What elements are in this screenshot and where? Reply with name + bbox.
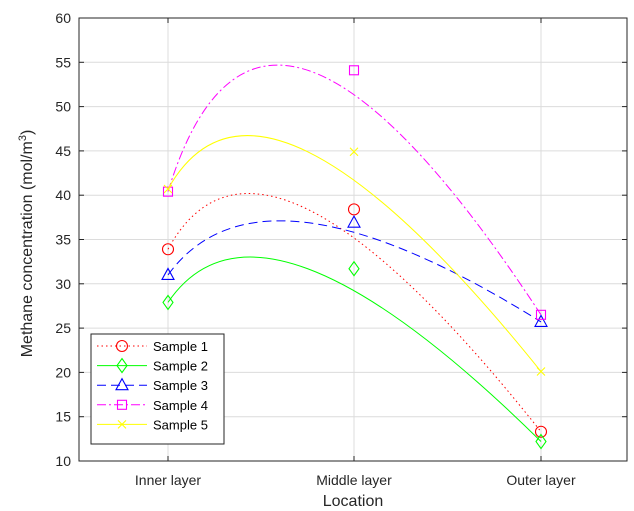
series-line [167, 220, 542, 323]
series-4 [162, 64, 547, 320]
series-layer [161, 64, 548, 450]
x-tick-label: Outer layer [506, 472, 576, 488]
axis-ticks: 10 15 20 25 30 35 40 45 50 55 60 Inner layer Middle … [55, 10, 627, 488]
marker-diamond [348, 260, 360, 277]
legend-item: Sample 2 [97, 357, 208, 374]
series-5 [163, 135, 546, 376]
series-2 [162, 256, 547, 450]
legend-item: Sample 5 [97, 417, 208, 432]
marker-square [348, 65, 360, 76]
marker-circle [161, 243, 175, 256]
series-line [167, 135, 542, 372]
marker-x [536, 367, 546, 376]
marker-x [349, 147, 359, 157]
legend-item: Sample 3 [97, 377, 208, 393]
y-tick-label: 35 [55, 232, 71, 248]
y-axis-title-superscript: 3 [17, 135, 29, 141]
y-tick-label: 40 [55, 187, 71, 203]
series-line [167, 193, 542, 433]
y-tick-label: 55 [55, 54, 71, 70]
marker-triangle [347, 215, 361, 228]
legend-label: Sample 2 [153, 359, 208, 374]
series-line [167, 256, 542, 442]
y-tick-label: 10 [55, 453, 71, 469]
marker-triangle [161, 267, 175, 280]
marker-circle [115, 339, 129, 353]
marker-diamond [162, 294, 174, 311]
y-tick-label: 20 [55, 364, 71, 380]
legend-label: Sample 3 [153, 378, 208, 393]
y-tick-label: 15 [55, 409, 71, 425]
series-line [167, 64, 542, 316]
y-tick-label: 45 [55, 143, 71, 159]
y-tick-label: 50 [55, 99, 71, 115]
marker-circle [534, 425, 548, 438]
marker-square [162, 186, 174, 197]
y-axis-title: Methane concentration (mol/m3) [17, 130, 36, 358]
legend-item: Sample 1 [97, 339, 208, 354]
marker-x [117, 420, 127, 429]
y-axis-title-end: ) [19, 130, 36, 135]
legend-label: Sample 1 [153, 339, 208, 354]
y-tick-label: 25 [55, 320, 71, 336]
marker-x [163, 184, 173, 194]
y-tick-label: 30 [55, 276, 71, 292]
legend-box [90, 333, 225, 445]
marker-square [116, 399, 128, 410]
legend-label: Sample 5 [153, 417, 208, 432]
marker-circle [347, 203, 361, 216]
marker-square [535, 309, 547, 320]
y-axis-title-text: Methane concentration (mol/m [19, 141, 36, 357]
marker-triangle [115, 377, 129, 391]
series-1 [161, 193, 548, 438]
x-axis-title: Location [323, 493, 384, 510]
series-3 [161, 215, 548, 327]
marker-diamond [116, 357, 128, 374]
legend: Sample 1 Sample 2 Sample 3 Sample 4 Sample 5 [90, 333, 225, 445]
marker-diamond [535, 433, 547, 450]
legend-label: Sample 4 [153, 398, 208, 413]
x-tick-label: Middle layer [316, 472, 392, 488]
y-tick-label: 60 [55, 10, 71, 26]
x-tick-label: Inner layer [135, 472, 201, 488]
legend-item: Sample 4 [97, 398, 208, 413]
marker-triangle [534, 314, 548, 327]
